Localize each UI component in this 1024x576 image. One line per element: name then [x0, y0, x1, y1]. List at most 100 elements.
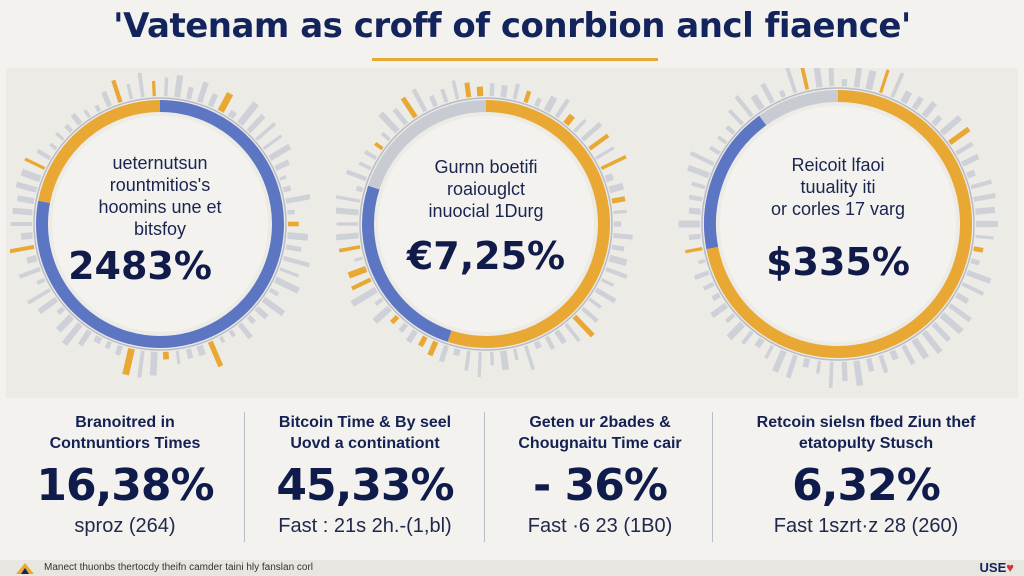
ring-decoration-tick — [77, 329, 92, 347]
ring-decoration-tick — [708, 145, 721, 155]
ring-decoration-tick — [689, 151, 715, 166]
ring-decoration-tick — [939, 312, 964, 335]
ring-decoration-tick — [931, 114, 943, 127]
ring-decoration-tick — [227, 109, 237, 120]
ring-decoration-tick — [828, 68, 835, 87]
ring-decoration-tick — [688, 194, 703, 202]
ring-decoration-tick — [961, 153, 980, 167]
donut-segment — [759, 90, 839, 126]
donut-svg-1 — [10, 72, 310, 378]
ring-decoration-tick — [772, 349, 787, 373]
ring-decoration-tick — [10, 244, 35, 254]
ring-decoration-tick — [246, 314, 256, 325]
ring-decoration-tick — [273, 276, 300, 294]
donut-chart-2: Gurnn boetifi roaiouglct inuocial 1Durg … — [336, 68, 636, 388]
ring-decoration-tick — [734, 95, 754, 118]
donut-outer-ring — [33, 97, 287, 351]
ring-decoration-tick — [600, 278, 615, 287]
ring-decoration-tick — [279, 175, 287, 181]
stat-1-sub: sproz (264) — [74, 515, 176, 537]
stat-1-title-line-1: Branoitred in — [75, 414, 175, 431]
ring-decoration-tick — [543, 95, 558, 113]
stat-1-title: Branoitred in Contnuntiors Times — [10, 412, 240, 454]
donut-2-value: €7,25% — [406, 234, 566, 278]
footer-logo-text: USE — [979, 560, 1007, 575]
donut-segment — [362, 185, 452, 342]
donut-segment — [38, 100, 161, 204]
ring-decoration-tick — [83, 109, 91, 119]
heart-icon: ♥ — [1006, 560, 1014, 575]
ring-decoration-tick — [64, 123, 74, 134]
ring-decoration-tick — [282, 185, 292, 193]
ring-decoration-tick — [374, 297, 384, 306]
ring-decoration-tick — [604, 173, 614, 183]
ring-decoration-tick — [37, 296, 59, 315]
ring-decoration-tick — [254, 305, 269, 320]
donut-1-label-line-4: bitsfoy — [133, 219, 187, 239]
donut-svg-2 — [336, 80, 633, 378]
ring-decoration-tick — [512, 348, 519, 361]
ring-decoration-tick — [955, 141, 974, 156]
ring-decoration-tick — [611, 196, 626, 204]
ring-decoration-tick — [55, 314, 74, 333]
ring-decoration-tick — [237, 322, 253, 340]
ring-decoration-tick — [137, 350, 145, 378]
ring-decoration-tick — [702, 281, 715, 291]
ring-decoration-tick — [970, 258, 980, 266]
ring-decoration-tick — [512, 83, 520, 100]
ring-decoration-tick — [389, 314, 400, 325]
ring-decoration-tick — [726, 321, 746, 341]
donut-inner-circle — [720, 106, 956, 342]
ring-decoration-tick — [111, 79, 123, 103]
donut-segment — [368, 100, 487, 190]
ring-decoration-tick — [338, 245, 361, 253]
charts-panel: ueternutsun rountmitios's hoomins une et… — [6, 68, 1018, 398]
ring-decoration-tick — [347, 265, 368, 279]
ring-decoration-tick — [427, 340, 439, 357]
donut-1-label-line-3: hoomins une et — [98, 197, 222, 217]
ring-decoration-tick — [175, 350, 181, 365]
ring-decoration-tick — [282, 255, 310, 268]
donut-1-label: ueternutsun rountmitios's hoomins une et… — [10, 152, 310, 240]
ring-decoration-tick — [594, 287, 617, 304]
ring-decoration-tick — [126, 83, 134, 100]
ring-decoration-tick — [973, 246, 984, 253]
stat-2-sub: Fast : 21s 2h.-(1,bl) — [278, 515, 452, 537]
donut-outer-ring — [701, 87, 975, 361]
ring-decoration-tick — [56, 306, 66, 315]
stat-card-1: Branoitred in Contnuntiors Times 16,38% … — [10, 404, 240, 554]
ring-decoration-tick — [261, 296, 286, 317]
ring-decoration-tick — [573, 118, 587, 133]
ring-decoration-tick — [336, 195, 361, 203]
ring-decoration-tick — [255, 122, 277, 142]
ring-decoration-tick — [975, 206, 996, 215]
ring-decoration-tick — [12, 207, 33, 216]
ring-decoration-tick — [685, 247, 703, 254]
ring-decoration-tick — [355, 185, 364, 193]
ring-decoration-tick — [961, 282, 985, 296]
ring-decoration-tick — [196, 344, 206, 357]
stat-1-value: 16,38% — [36, 460, 214, 511]
page-title: 'Vatenam as croff of conrbion ancl fiaen… — [113, 6, 911, 46]
stat-1-title-line-2: Contnuntiors Times — [49, 435, 201, 452]
ring-decoration-tick — [595, 146, 615, 160]
ring-decoration-tick — [613, 233, 633, 240]
ring-decoration-tick — [351, 277, 372, 291]
ring-decoration-tick — [115, 344, 123, 356]
ring-decoration-tick — [163, 77, 169, 97]
ring-decoration-tick — [374, 141, 384, 151]
ring-decoration-tick — [354, 256, 364, 262]
ring-decoration-tick — [754, 337, 765, 349]
ring-decoration-tick — [185, 348, 194, 359]
ring-decoration-tick — [580, 306, 599, 323]
ring-decoration-tick — [451, 80, 460, 100]
ring-decoration-tick — [464, 82, 472, 98]
donut-3-value: $335% — [766, 240, 910, 284]
ring-decoration-tick — [813, 68, 823, 88]
ring-decoration-tick — [27, 288, 52, 305]
ring-decoration-tick — [611, 244, 625, 252]
ring-decoration-tick — [966, 269, 992, 284]
donut-1-label-line-2: rountmitios's — [109, 175, 211, 195]
stat-2-value: 45,33% — [276, 460, 454, 511]
ring-decoration-tick — [931, 321, 952, 343]
